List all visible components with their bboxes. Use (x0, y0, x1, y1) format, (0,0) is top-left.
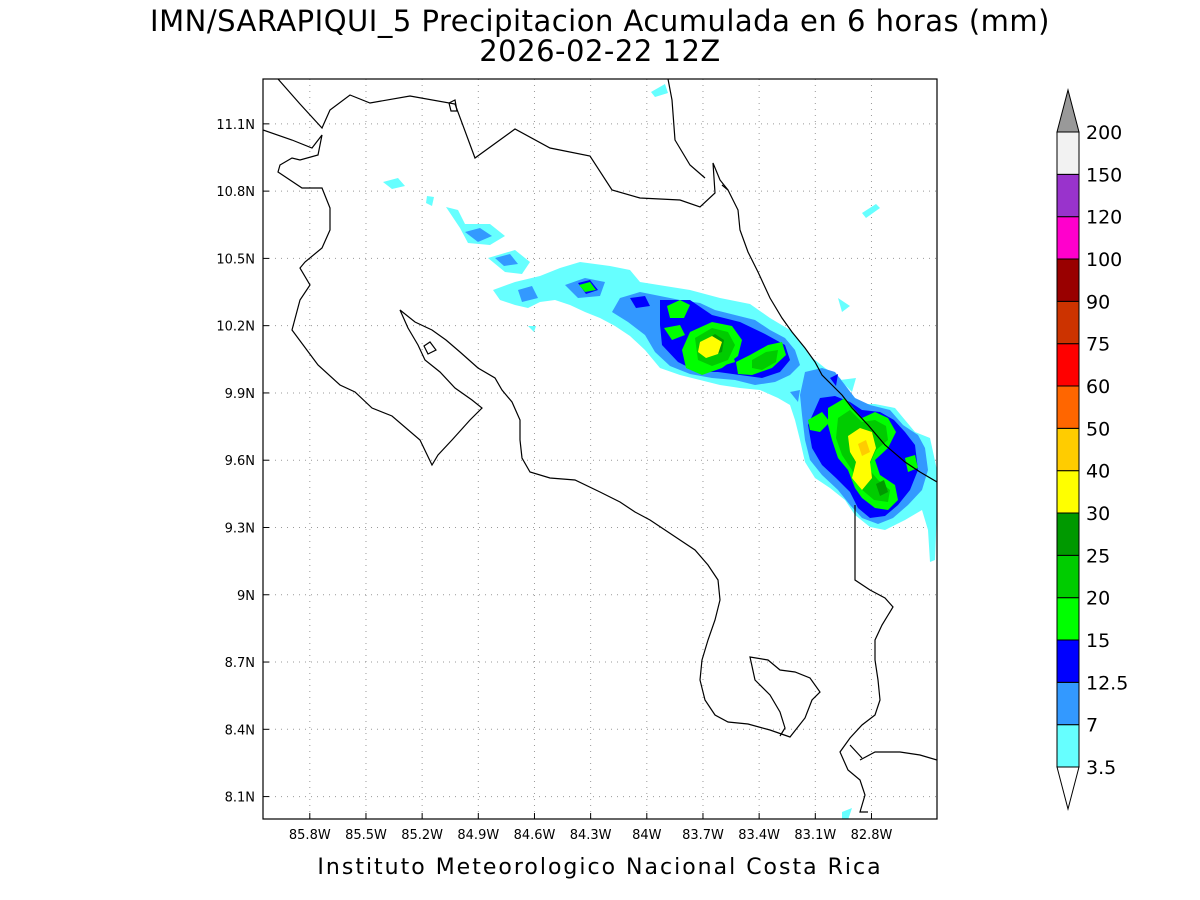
precip-30-40-fill (698, 336, 876, 490)
precip-40-50-fill (858, 440, 870, 456)
colorbar-label: 40 (1086, 461, 1110, 483)
lat-tick-label: 10.5N (216, 252, 255, 267)
colorbar-swatch (1056, 554, 1080, 599)
colorbar-label: 200 (1086, 122, 1122, 144)
colorbar-label: 90 (1086, 291, 1110, 313)
lat-tick-label: 9.9N (225, 387, 255, 402)
colorbar-swatch (1056, 216, 1080, 260)
lat-tick-label: 10.2N (216, 320, 255, 335)
longitude-axis: 85.8W 85.5W 85.2W 84.9W 84.6W 84.3W 84W 83.7W 83… (289, 813, 893, 843)
precipitation-field (383, 84, 937, 819)
colorbar-swatch (1056, 597, 1080, 641)
footer-credit: Instituto Meteorologico Nacional Costa R… (317, 855, 883, 880)
colorbar-label: 15 (1086, 630, 1110, 652)
lon-tick-label: 85.5W (345, 828, 387, 843)
map-frame (262, 78, 938, 820)
coastlines (263, 79, 937, 813)
colorbar-label: 120 (1086, 207, 1122, 229)
lon-tick-label: 84.9W (457, 828, 499, 843)
colorbar-swatch (1056, 258, 1080, 302)
colorbar-label: 7 (1086, 715, 1098, 737)
lat-tick-label: 9.6N (225, 454, 255, 469)
lat-tick-label: 8.1N (225, 791, 255, 806)
lon-tick-label: 83.4W (738, 828, 780, 843)
colorbar-swatch (1056, 470, 1080, 514)
lon-tick-label: 85.8W (289, 828, 331, 843)
colorbar: 3.5 7 12.5 15 20 25 30 40 50 60 75 90 100 120 150 200 (1056, 88, 1128, 811)
lon-tick-label: 82.8W (851, 828, 893, 843)
colorbar-upper-triangle (1056, 88, 1080, 133)
colorbar-label: 20 (1086, 588, 1110, 610)
colorbar-lower-triangle (1056, 766, 1080, 811)
colorbar-label: 25 (1086, 545, 1110, 567)
colorbar-swatch (1056, 173, 1080, 218)
colorbar-swatch (1056, 639, 1080, 683)
colorbar-swatch (1056, 681, 1080, 726)
lon-tick-label: 84W (632, 828, 662, 843)
colorbar-swatch (1056, 724, 1080, 768)
colorbar-swatch (1056, 427, 1080, 472)
colorbar-label: 30 (1086, 503, 1110, 525)
lat-tick-label: 8.4N (225, 723, 255, 738)
lat-tick-label: 11.1N (216, 118, 255, 133)
lat-tick-label: 9.3N (225, 521, 255, 536)
colorbar-swatch (1056, 131, 1080, 175)
map-datetime: 2026-02-22 12Z (479, 34, 721, 68)
colorbar-swatch (1056, 512, 1080, 556)
lon-tick-label: 84.6W (514, 828, 556, 843)
colorbar-swatch (1056, 385, 1080, 429)
grid-lines (263, 79, 937, 819)
colorbar-swatch (1056, 300, 1080, 345)
lat-tick-label: 9N (237, 589, 255, 604)
colorbar-label: 12.5 (1086, 672, 1128, 694)
lat-tick-label: 8.7N (225, 656, 255, 671)
colorbar-label: 100 (1086, 249, 1122, 271)
lat-tick-label: 10.8N (216, 185, 255, 200)
colorbar-label: 3.5 (1086, 757, 1116, 779)
colorbar-swatch (1056, 343, 1080, 387)
latitude-axis: 11.1N 10.8N 10.5N 10.2N 9.9N 9.6N 9.3N 9N 8.7N 8.… (216, 118, 269, 806)
colorbar-label: 75 (1086, 334, 1110, 356)
lon-tick-label: 83.7W (682, 828, 724, 843)
colorbar-label: 150 (1086, 164, 1122, 186)
colorbar-label: 60 (1086, 376, 1110, 398)
lon-tick-label: 83.1W (794, 828, 836, 843)
lon-tick-label: 84.3W (570, 828, 612, 843)
lon-tick-label: 85.2W (401, 828, 443, 843)
map-title: IMN/SARAPIQUI_5 Precipitacion Acumulada … (150, 4, 1050, 38)
colorbar-label: 50 (1086, 418, 1110, 440)
